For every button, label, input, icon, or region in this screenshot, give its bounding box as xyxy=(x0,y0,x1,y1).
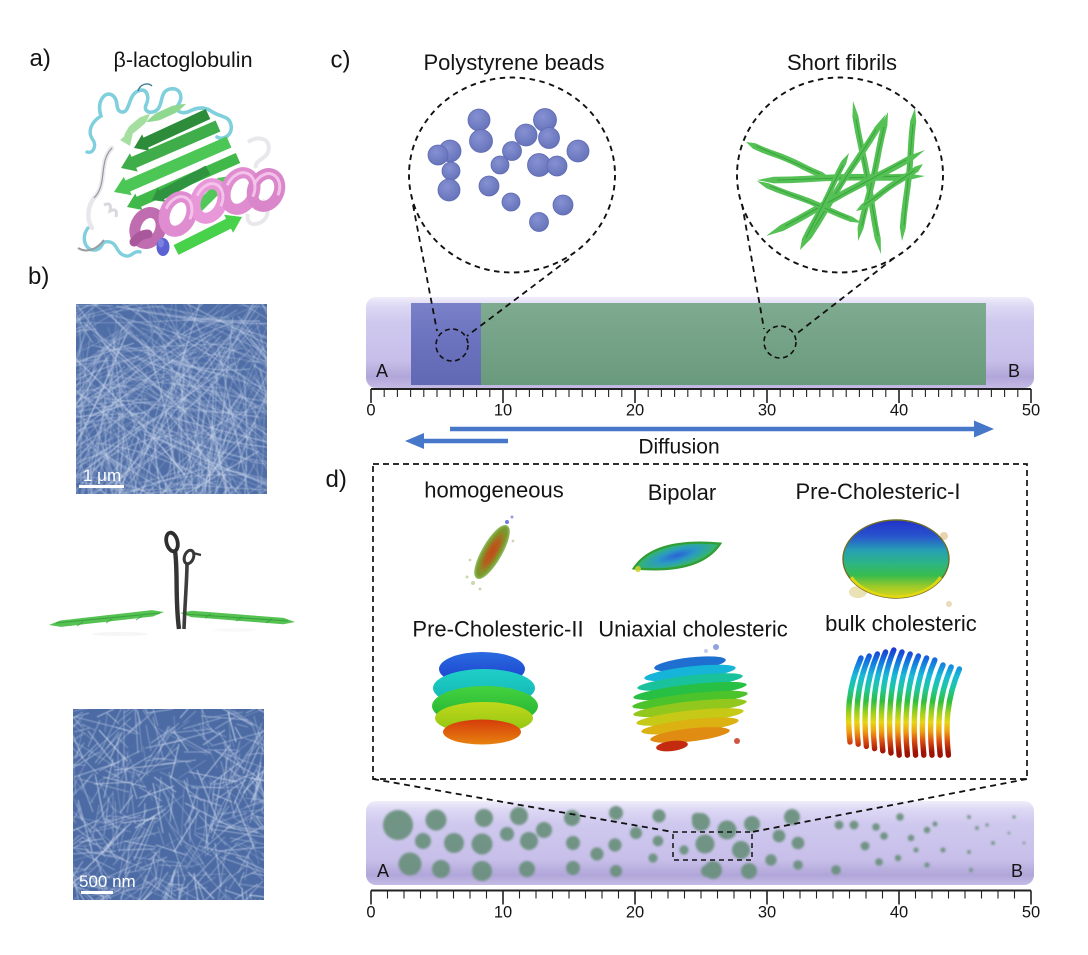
svg-text:0: 0 xyxy=(366,904,375,922)
svg-text:50: 50 xyxy=(1022,402,1040,420)
svg-text:40: 40 xyxy=(890,402,908,420)
svg-text:40: 40 xyxy=(890,904,908,922)
svg-text:20: 20 xyxy=(626,904,644,922)
svg-text:Short fibrils: Short fibrils xyxy=(787,50,897,75)
svg-text:1 μm: 1 μm xyxy=(83,466,121,485)
svg-text:Diffusion: Diffusion xyxy=(638,436,719,459)
svg-text:Pre-Cholesteric-I: Pre-Cholesteric-I xyxy=(795,479,960,504)
svg-text:10: 10 xyxy=(494,904,512,922)
svg-text:500 nm: 500 nm xyxy=(79,872,136,891)
svg-text:30: 30 xyxy=(758,402,776,420)
svg-text:a): a) xyxy=(30,45,51,72)
svg-text:B: B xyxy=(1008,361,1020,381)
svg-text:bulk cholesteric: bulk cholesteric xyxy=(825,611,977,636)
svg-text:10: 10 xyxy=(494,402,512,420)
svg-text:Uniaxial cholesteric: Uniaxial cholesteric xyxy=(598,617,788,642)
svg-text:50: 50 xyxy=(1022,904,1040,922)
svg-text:c): c) xyxy=(331,47,351,74)
svg-text:A: A xyxy=(376,361,388,381)
svg-text:homogeneous: homogeneous xyxy=(424,478,563,503)
svg-text:b): b) xyxy=(28,263,49,290)
svg-text:Bipolar: Bipolar xyxy=(648,480,716,505)
svg-text:0: 0 xyxy=(366,402,375,420)
svg-text:20: 20 xyxy=(626,402,644,420)
svg-text:d): d) xyxy=(326,466,347,493)
svg-text:β-lactoglobulin: β-lactoglobulin xyxy=(113,48,252,72)
svg-text:B: B xyxy=(1011,861,1023,881)
svg-text:Polystyrene beads: Polystyrene beads xyxy=(424,50,605,75)
svg-text:Pre-Cholesteric-II: Pre-Cholesteric-II xyxy=(412,617,583,642)
svg-text:30: 30 xyxy=(758,904,776,922)
svg-text:A: A xyxy=(377,861,389,881)
